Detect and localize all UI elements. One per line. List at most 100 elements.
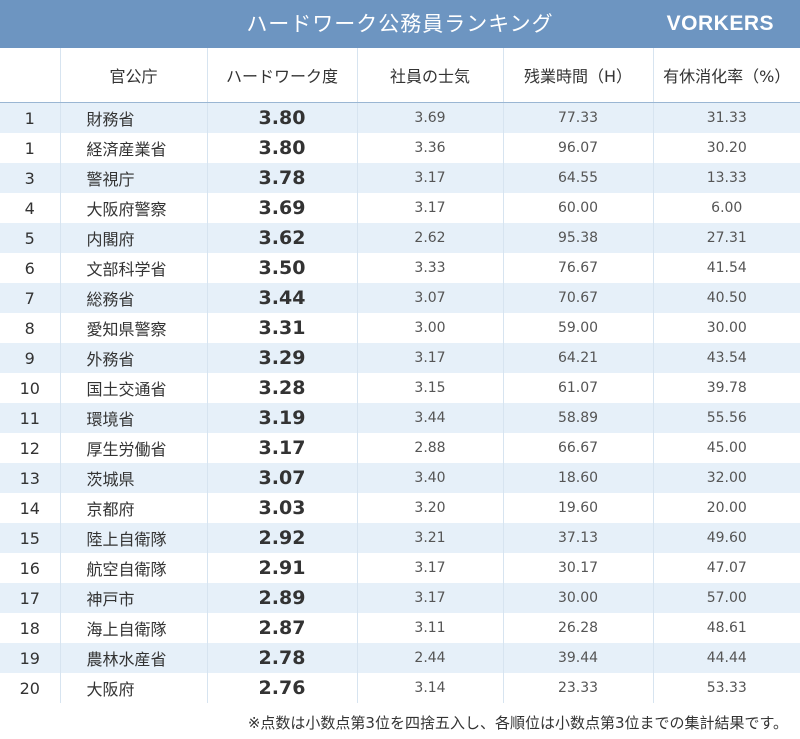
hardwork-score-cell: 3.29: [206, 343, 357, 373]
column-header-hardwork: ハードワーク度: [206, 48, 357, 103]
overtime-hours-cell: 23.33: [502, 673, 653, 703]
agency-name-cell: 厚生労働省: [59, 433, 207, 463]
morale-score-cell: 3.17: [356, 343, 503, 373]
agency-name-cell: 環境省: [59, 403, 207, 433]
overtime-hours-cell: 30.00: [502, 583, 653, 613]
hardwork-score-cell: 3.69: [206, 193, 357, 223]
morale-score-cell: 3.21: [356, 523, 503, 553]
leave-rate-cell: 48.61: [652, 613, 800, 643]
page-title: ハードワーク公務員ランキング: [246, 12, 554, 36]
footnote: ※点数は小数点第3位を四捨五入し、各順位は小数点第3位までの集計結果です。: [247, 714, 788, 732]
table-row: 8 愛知県警察 3.31 3.00 59.00 30.00: [0, 313, 800, 343]
morale-score-cell: 3.69: [356, 102, 503, 133]
agency-name-cell: 神戸市: [59, 583, 207, 613]
overtime-hours-cell: 58.89: [502, 403, 653, 433]
agency-name-cell: 大阪府警察: [59, 193, 207, 223]
overtime-hours-cell: 19.60: [502, 493, 653, 523]
leave-rate-cell: 55.56: [652, 403, 800, 433]
agency-name-cell: 総務省: [59, 283, 207, 313]
hardwork-score-cell: 3.03: [206, 493, 357, 523]
table-body: 1 財務省 3.80 3.69 77.33 31.33 1 経済産業省 3.80 3.36 96.0…: [0, 102, 800, 703]
rank-cell: 19: [0, 643, 60, 673]
table-row: 7 総務省 3.44 3.07 70.67 40.50: [0, 283, 800, 313]
hardwork-score-cell: 3.80: [206, 133, 357, 163]
leave-rate-cell: 30.20: [652, 133, 800, 163]
table-row: 18 海上自衛隊 2.87 3.11 26.28 48.61: [0, 613, 800, 643]
overtime-hours-cell: 39.44: [502, 643, 653, 673]
agency-name-cell: 財務省: [59, 102, 207, 133]
overtime-hours-cell: 64.55: [502, 163, 653, 193]
morale-score-cell: 3.17: [356, 553, 503, 583]
table-row: 14 京都府 3.03 3.20 19.60 20.00: [0, 493, 800, 523]
hardwork-score-cell: 2.87: [206, 613, 357, 643]
leave-rate-cell: 20.00: [652, 493, 800, 523]
morale-score-cell: 3.17: [356, 583, 503, 613]
ranking-table: 官公庁 ハードワーク度 社員の士気 残業時間（H） 有休消化率（%） 1 財務省 3…: [0, 48, 800, 703]
leave-rate-cell: 41.54: [652, 253, 800, 283]
table-row: 15 陸上自衛隊 2.92 3.21 37.13 49.60: [0, 523, 800, 553]
table-row: 20 大阪府 2.76 3.14 23.33 53.33: [0, 673, 800, 703]
hardwork-score-cell: 3.50: [206, 253, 357, 283]
morale-score-cell: 3.11: [356, 613, 503, 643]
morale-score-cell: 3.17: [356, 163, 503, 193]
rank-cell: 3: [0, 163, 60, 193]
rank-cell: 20: [0, 673, 60, 703]
hardwork-score-cell: 3.62: [206, 223, 357, 253]
leave-rate-cell: 43.54: [652, 343, 800, 373]
rank-cell: 6: [0, 253, 60, 283]
morale-score-cell: 3.36: [356, 133, 503, 163]
overtime-hours-cell: 61.07: [502, 373, 653, 403]
column-header-overtime: 残業時間（H）: [502, 48, 653, 103]
column-header-morale: 社員の士気: [356, 48, 503, 103]
agency-name-cell: 茨城県: [59, 463, 207, 493]
rank-cell: 18: [0, 613, 60, 643]
rank-cell: 5: [0, 223, 60, 253]
leave-rate-cell: 6.00: [652, 193, 800, 223]
leave-rate-cell: 53.33: [652, 673, 800, 703]
leave-rate-cell: 49.60: [652, 523, 800, 553]
morale-score-cell: 3.00: [356, 313, 503, 343]
agency-name-cell: 大阪府: [59, 673, 207, 703]
rank-cell: 7: [0, 283, 60, 313]
morale-score-cell: 2.44: [356, 643, 503, 673]
column-header-agency: 官公庁: [59, 48, 207, 103]
hardwork-score-cell: 3.07: [206, 463, 357, 493]
table-row: 5 内閣府 3.62 2.62 95.38 27.31: [0, 223, 800, 253]
morale-score-cell: 3.14: [356, 673, 503, 703]
table-row: 9 外務省 3.29 3.17 64.21 43.54: [0, 343, 800, 373]
overtime-hours-cell: 96.07: [502, 133, 653, 163]
morale-score-cell: 3.17: [356, 193, 503, 223]
morale-score-cell: 3.20: [356, 493, 503, 523]
leave-rate-cell: 32.00: [652, 463, 800, 493]
hardwork-score-cell: 2.89: [206, 583, 357, 613]
agency-name-cell: 警視庁: [59, 163, 207, 193]
table-row: 11 環境省 3.19 3.44 58.89 55.56: [0, 403, 800, 433]
agency-name-cell: 文部科学省: [59, 253, 207, 283]
hardwork-score-cell: 2.92: [206, 523, 357, 553]
hardwork-score-cell: 3.78: [206, 163, 357, 193]
hardwork-score-cell: 3.28: [206, 373, 357, 403]
overtime-hours-cell: 77.33: [502, 102, 653, 133]
hardwork-score-cell: 3.44: [206, 283, 357, 313]
morale-score-cell: 3.07: [356, 283, 503, 313]
agency-name-cell: 海上自衛隊: [59, 613, 207, 643]
agency-name-cell: 外務省: [59, 343, 207, 373]
overtime-hours-cell: 30.17: [502, 553, 653, 583]
overtime-hours-cell: 70.67: [502, 283, 653, 313]
header-bar: ハードワーク公務員ランキング VORKERS: [0, 0, 800, 48]
agency-name-cell: 愛知県警察: [59, 313, 207, 343]
table-row: 17 神戸市 2.89 3.17 30.00 57.00: [0, 583, 800, 613]
table-row: 13 茨城県 3.07 3.40 18.60 32.00: [0, 463, 800, 493]
leave-rate-cell: 57.00: [652, 583, 800, 613]
leave-rate-cell: 44.44: [652, 643, 800, 673]
agency-name-cell: 陸上自衛隊: [59, 523, 207, 553]
table-row: 4 大阪府警察 3.69 3.17 60.00 6.00: [0, 193, 800, 223]
leave-rate-cell: 30.00: [652, 313, 800, 343]
hardwork-score-cell: 3.19: [206, 403, 357, 433]
table-row: 19 農林水産省 2.78 2.44 39.44 44.44: [0, 643, 800, 673]
hardwork-score-cell: 3.80: [206, 102, 357, 133]
leave-rate-cell: 39.78: [652, 373, 800, 403]
table-row: 1 財務省 3.80 3.69 77.33 31.33: [0, 102, 800, 133]
leave-rate-cell: 13.33: [652, 163, 800, 193]
overtime-hours-cell: 26.28: [502, 613, 653, 643]
